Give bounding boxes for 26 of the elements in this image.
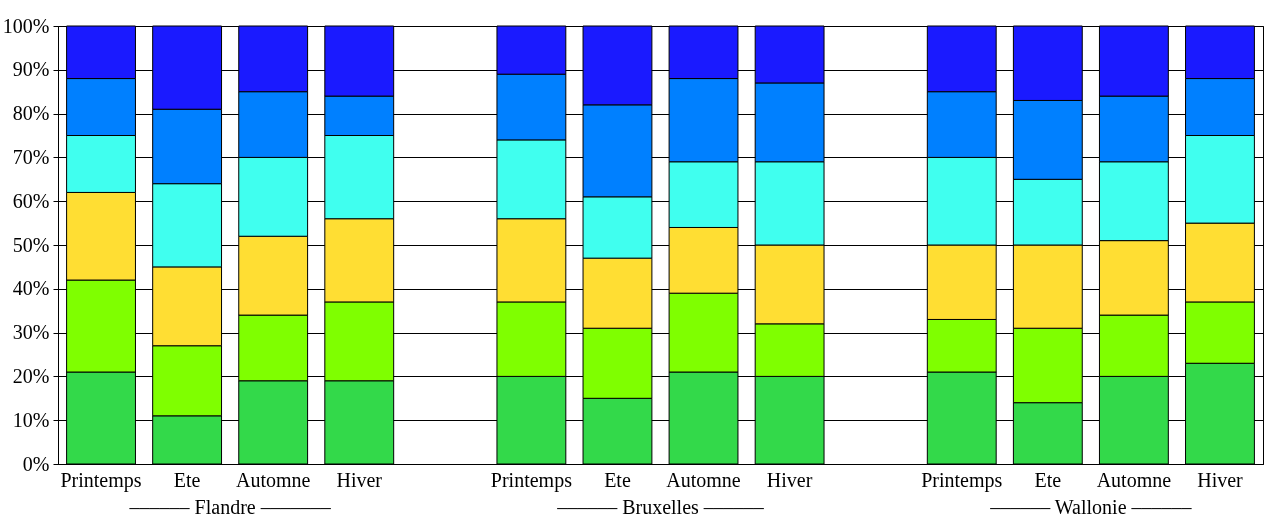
text: –––––– Wallonie –––––– (989, 496, 1193, 517)
x-tick-label: Automne (666, 468, 741, 491)
x-tick-label: Ete (173, 468, 201, 491)
x-tick-label: Printemps (921, 468, 1003, 492)
y-tick-label: 60% (12, 189, 50, 212)
y-tick-label: 10% (12, 408, 50, 431)
y-tick-label: 40% (12, 277, 50, 300)
x-tick-label: Hiver (766, 468, 813, 491)
y-tick-label: 70% (12, 145, 50, 168)
x-tick-label: Automne (1096, 468, 1172, 491)
x-tick-label: Printemps (490, 468, 573, 492)
x-tick-label: Automne (235, 468, 311, 491)
text: –––––– Bruxelles –––––– (556, 496, 765, 517)
text: –––––– Flandre ––––––– (128, 496, 332, 517)
y-tick-label: 30% (12, 321, 50, 344)
y-tick-label: 0% (22, 452, 50, 475)
x-tick-label: Hiver (1197, 468, 1244, 491)
y-tick-label: 100% (2, 14, 50, 37)
x-tick-label: Ete (1034, 468, 1062, 491)
x-tick-label: Ete (604, 468, 631, 491)
y-tick-label: 80% (12, 102, 50, 125)
y-tick-label: 20% (12, 364, 50, 387)
y-tick-label: 50% (12, 233, 50, 256)
y-tick-label: 90% (12, 58, 50, 81)
x-tick-label: Hiver (336, 468, 383, 491)
x-tick-label: Printemps (60, 468, 142, 492)
